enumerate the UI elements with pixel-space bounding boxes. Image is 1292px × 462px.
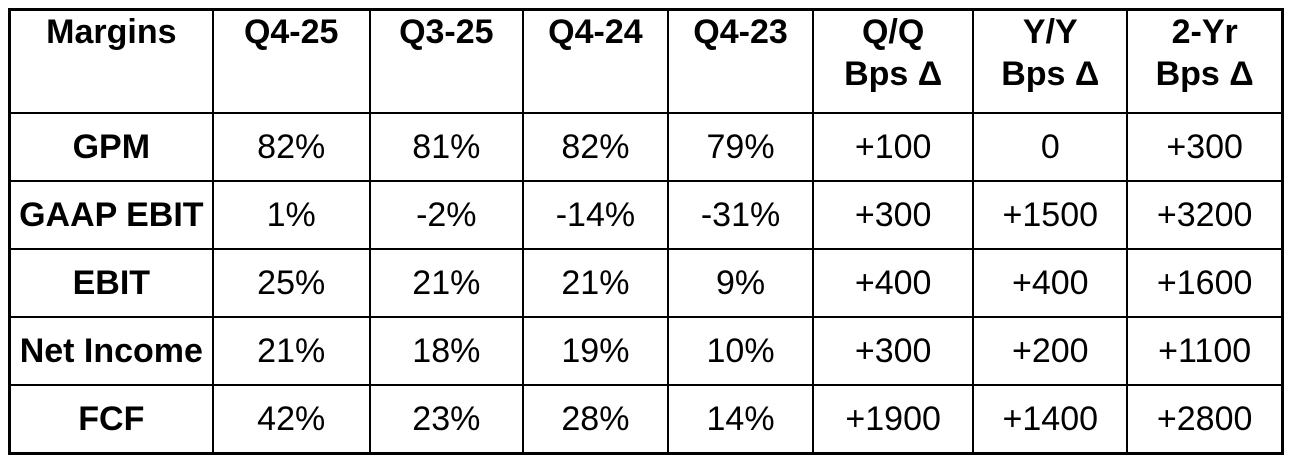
table-row-gpm: GPM 82% 81% 82% 79% +100 0 +300: [8, 112, 1284, 182]
data-cell: 14%: [666, 384, 815, 455]
header-cell-margins: Margins: [8, 8, 214, 114]
data-cell: +1600: [1126, 248, 1284, 318]
data-cell: 42%: [211, 384, 371, 455]
data-cell: 79%: [666, 112, 815, 182]
header-label: Q4-24: [548, 13, 643, 51]
table-row-net-income: Net Income 21% 18% 19% 10% +300 +200 +11…: [8, 316, 1284, 386]
row-label-cell: Net Income: [8, 316, 214, 386]
data-cell: 28%: [521, 384, 669, 455]
header-label: Q/Q: [861, 13, 925, 51]
header-label-line2: [525, 53, 666, 95]
data-cell: +1500: [972, 180, 1129, 250]
data-cell: 81%: [368, 112, 524, 182]
table-row-gaap-ebit: GAAP EBIT 1% -2% -14% -31% +300 +1500 +3…: [8, 180, 1284, 250]
data-cell: 21%: [521, 248, 669, 318]
data-cell: +300: [812, 316, 975, 386]
data-cell: 1%: [211, 180, 371, 250]
row-label-cell: GPM: [8, 112, 214, 182]
margins-table: Margins Q4-25 Q3-25 Q4-24 Q4-23: [8, 8, 1284, 455]
header-label-line2: Bps Δ: [1155, 55, 1254, 93]
header-row: Margins Q4-25 Q3-25 Q4-24 Q4-23: [8, 8, 1284, 114]
header-label: Y/Y: [1022, 13, 1078, 51]
data-cell: -14%: [521, 180, 669, 250]
header-label-line2: [670, 53, 811, 95]
header-label: 2-Yr: [1171, 13, 1238, 51]
data-cell: 21%: [368, 248, 524, 318]
header-cell-qq-bps: Q/Q Bps Δ: [812, 8, 975, 114]
row-label-cell: FCF: [8, 384, 214, 455]
data-cell: 9%: [666, 248, 815, 318]
table-row-fcf: FCF 42% 23% 28% 14% +1900 +1400 +2800: [8, 384, 1284, 455]
data-cell: +400: [972, 248, 1129, 318]
data-cell: 82%: [521, 112, 669, 182]
header-label: Margins: [46, 13, 177, 51]
data-cell: +3200: [1126, 180, 1284, 250]
header-label-line2: [215, 53, 368, 95]
data-cell: 21%: [211, 316, 371, 386]
header-cell-q4-24: Q4-24: [521, 8, 669, 114]
data-cell: +100: [812, 112, 975, 182]
header-label: Q3-25: [399, 13, 494, 51]
header-label: Q4-25: [243, 13, 339, 51]
data-cell: +400: [812, 248, 975, 318]
header-cell-q3-25: Q3-25: [368, 8, 524, 114]
header-label-line2: Bps Δ: [1001, 55, 1100, 93]
header-label-line2: [12, 53, 211, 95]
header-cell-2yr-bps: 2-Yr Bps Δ: [1126, 8, 1284, 114]
data-cell: +2800: [1126, 384, 1284, 455]
data-cell: +300: [812, 180, 975, 250]
data-cell: +200: [972, 316, 1129, 386]
data-cell: 18%: [368, 316, 524, 386]
data-cell: -2%: [368, 180, 524, 250]
header-cell-q4-23: Q4-23: [666, 8, 815, 114]
data-cell: -31%: [666, 180, 815, 250]
table-row-ebit: EBIT 25% 21% 21% 9% +400 +400 +1600: [8, 248, 1284, 318]
header-cell-q4-25: Q4-25: [211, 8, 371, 114]
data-cell: 10%: [666, 316, 815, 386]
data-cell: +1400: [972, 384, 1129, 455]
data-cell: +1100: [1126, 316, 1284, 386]
data-cell: 23%: [368, 384, 524, 455]
header-label-line2: Bps Δ: [844, 55, 943, 93]
header-label-line2: [372, 53, 521, 95]
data-cell: +300: [1126, 112, 1284, 182]
row-label-cell: EBIT: [8, 248, 214, 318]
data-cell: 0: [972, 112, 1129, 182]
data-cell: 82%: [211, 112, 371, 182]
data-cell: 19%: [521, 316, 669, 386]
row-label-cell: GAAP EBIT: [8, 180, 214, 250]
data-cell: 25%: [211, 248, 371, 318]
header-cell-yy-bps: Y/Y Bps Δ: [972, 8, 1129, 114]
data-cell: +1900: [812, 384, 975, 455]
header-label: Q4-23: [693, 13, 788, 51]
